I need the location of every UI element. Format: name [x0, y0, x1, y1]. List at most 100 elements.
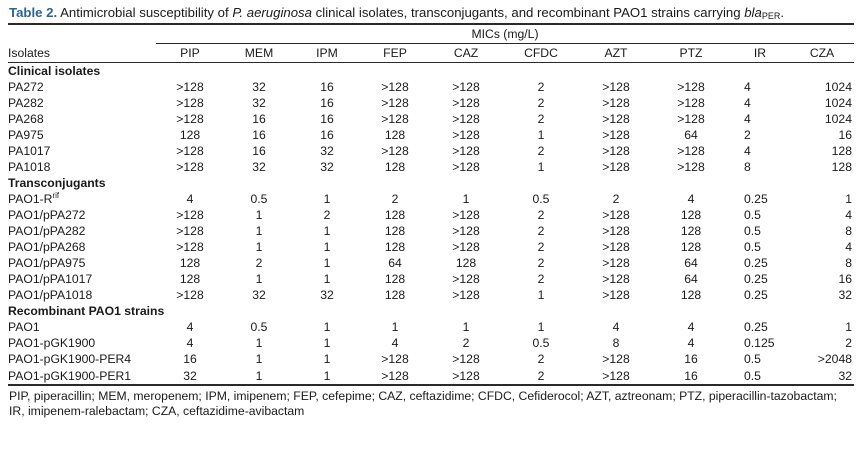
mic-value-cell: 0.25: [744, 288, 768, 302]
column-header: FEP: [360, 43, 430, 63]
mic-value-cell: 2: [502, 367, 580, 386]
mic-value-cell: 128: [831, 160, 852, 174]
mic-value-cell: 1: [255, 272, 263, 286]
mic-value-cell: 0.5: [250, 192, 268, 206]
mic-value-cell: >128: [360, 367, 430, 386]
mic-value-cell: 128: [179, 272, 201, 286]
table-row: PA268 >128 16 16 >128 >128 2 >128 >128 4 1024: [8, 111, 854, 127]
section-header-row: Recombinant PAO1 strains: [8, 303, 854, 319]
mic-value-cell: 0.5: [744, 352, 761, 366]
mic-value-cell: >128: [176, 288, 204, 302]
mic-value-cell: >128: [176, 96, 204, 110]
mic-value-cell: 64: [388, 256, 402, 270]
mic-value-cell: >128: [452, 240, 480, 254]
mic-value-cell: >128: [677, 96, 705, 110]
mic-value-cell: 0.5: [532, 336, 550, 350]
table-row: PAO1-pGK1900-PER4 16 1 1 >128 >128 2 >128 16 0.5 >…: [8, 351, 854, 367]
mic-value-cell: 64: [684, 272, 698, 286]
isolate-cell: PAO1: [8, 319, 156, 335]
mic-value-cell: 2: [537, 256, 545, 270]
section-title: Transconjugants: [8, 176, 106, 190]
mic-value-cell: 1: [323, 240, 331, 254]
mic-value-cell: 0.25: [744, 272, 768, 286]
mic-value-cell: 0.5: [744, 240, 761, 254]
column-header: PTZ: [652, 43, 730, 63]
mic-value-cell: 16: [320, 80, 334, 94]
table-row: PA975 128 16 16 128 >128 1 >128 64 2 16: [8, 127, 854, 143]
mic-value-cell: 128: [384, 160, 406, 174]
mic-value-cell: 4: [744, 144, 751, 158]
mic-value-cell: 1: [845, 320, 852, 334]
mic-value-cell: >128: [602, 256, 630, 270]
mic-value-cell: 1: [537, 320, 545, 334]
mic-value-cell: >128: [677, 112, 705, 126]
mic-value-cell: 32: [320, 144, 334, 158]
mic-value-cell: 0.5: [744, 208, 761, 222]
mic-value-cell: 1024: [824, 80, 852, 94]
mic-value-cell: 2: [462, 336, 470, 350]
mic-value-cell: 32: [252, 96, 266, 110]
mic-value-cell: >128: [452, 80, 480, 94]
mic-value-cell: 8: [744, 160, 751, 174]
mic-value-cell: 2: [391, 192, 399, 206]
isolate-name: PA1018: [8, 160, 51, 174]
mic-value-cell: >128: [602, 80, 630, 94]
mic-value-cell: 128: [384, 240, 406, 254]
mic-value-cell: 4: [612, 320, 620, 334]
mic-value-cell: 128: [680, 288, 702, 302]
isolate-name: PAO1/pPA268: [8, 240, 86, 254]
column-header: PIP: [156, 43, 224, 63]
isolate-cell: PAO1/pPA272: [8, 207, 156, 223]
mic-value-cell: 0.5: [744, 224, 761, 238]
table-row: PA282 >128 32 16 >128 >128 2 >128 >128 4 1024: [8, 95, 854, 111]
mic-table: MICs (mg/L) Isolates PIP MEM IPM FEP CAZ…: [8, 23, 854, 386]
mic-value-cell: 2: [612, 192, 620, 206]
mic-value-cell: >128: [602, 208, 630, 222]
isolate-cell: PAO1/pPA1018: [8, 287, 156, 303]
mic-value-cell: 2: [537, 112, 545, 126]
column-header: CZA: [790, 43, 854, 63]
mic-value-cell: >128: [452, 144, 480, 158]
mic-value-cell: 4: [845, 208, 852, 222]
mic-value-cell: 2: [537, 208, 545, 222]
caption-gene: bla: [744, 5, 762, 20]
mic-value-cell: 16: [684, 352, 698, 366]
mic-value-cell: 2: [537, 272, 545, 286]
mic-value-cell: 32: [156, 367, 224, 386]
isolate-superscript: rif: [52, 191, 60, 200]
mic-value-cell: >2048: [817, 352, 852, 366]
mic-value-cell: 16: [838, 128, 852, 142]
mic-value-cell: 16: [652, 367, 730, 386]
table-footnote: PIP, piperacillin; MEM, meropenem; IPM, …: [9, 389, 837, 418]
mic-value-cell: >128: [176, 208, 204, 222]
table-row: PAO1-Rrif 4 0.5 1 2 1 0.5 2 4 0.25 1: [8, 191, 854, 207]
mic-value-cell: >128: [381, 112, 409, 126]
table-row: PA272 >128 32 16 >128 >128 2 >128 >128 4 1024: [8, 79, 854, 95]
caption-text-before: Antimicrobial susceptibility of: [57, 5, 233, 20]
mic-value-cell: 128: [384, 288, 406, 302]
mic-value-cell: 128: [384, 208, 406, 222]
column-header: MEM: [224, 43, 294, 63]
isolate-cell: PA272: [8, 79, 156, 95]
mic-value-cell: 128: [680, 224, 702, 238]
column-header: CFDC: [502, 43, 580, 63]
mic-value-cell: 0.5: [532, 192, 550, 206]
table-row: PAO1-pGK1900-PER1 32 1 1 >128 >128 2 >128 16 0.5 3…: [8, 367, 854, 386]
mic-value-cell: 16: [320, 112, 334, 126]
mic-value-cell: 4: [744, 80, 751, 94]
mic-value-cell: >128: [452, 272, 480, 286]
isolate-name: PAO1: [8, 320, 40, 334]
section-title: Recombinant PAO1 strains: [8, 304, 165, 318]
mic-value-cell: 2: [537, 80, 545, 94]
mic-value-cell: >128: [381, 80, 409, 94]
isolate-name: PA1017: [8, 144, 51, 158]
mic-value-cell: 128: [680, 240, 702, 254]
mic-value-cell: 2: [537, 240, 545, 254]
mic-value-cell: 16: [252, 128, 266, 142]
isolate-cell: PAO1-pGK1900-PER1: [8, 367, 156, 386]
isolate-name: PAO1-pGK1900: [8, 336, 96, 350]
mic-value-cell: 1: [323, 272, 331, 286]
table-row: PAO1/pPA1018 >128 32 32 128 >128 1 >128 128 0.25 3…: [8, 287, 854, 303]
mic-value-cell: >128: [176, 240, 204, 254]
caption-organism: P. aeruginosa: [232, 5, 312, 20]
